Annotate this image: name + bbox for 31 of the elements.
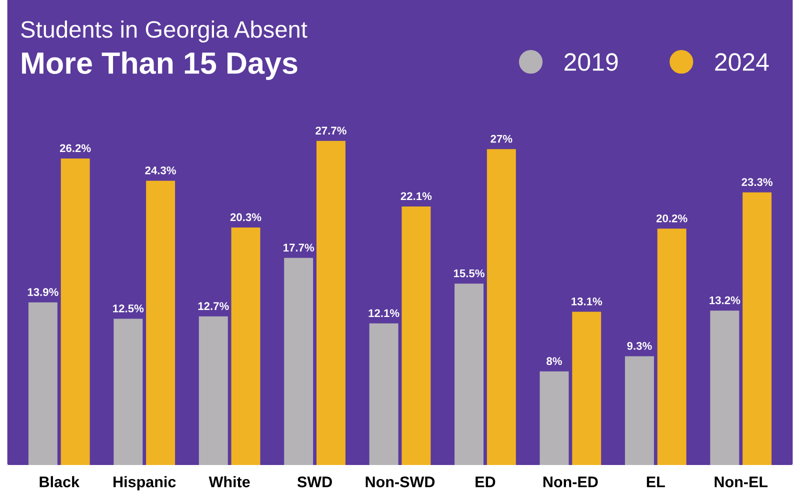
chart-subtitle: More Than 15 Days xyxy=(22,52,298,80)
data-label: 8% xyxy=(546,357,562,366)
data-label: 24.3% xyxy=(145,166,176,174)
x-tick-label: Non-ED xyxy=(543,476,598,488)
x-tick-label: Hispanic xyxy=(114,476,176,490)
x-tick-label: Non-SWD xyxy=(366,476,435,488)
data-label: 20.3% xyxy=(230,213,262,222)
chart-title: Students in Georgia Absent xyxy=(21,20,308,42)
x-tick-label: EL xyxy=(646,476,665,488)
x-tick-label: Non-EL xyxy=(714,476,768,488)
data-label: 13.1% xyxy=(572,298,602,306)
data-label: 9.3% xyxy=(627,342,652,350)
data-label: 12.7% xyxy=(198,302,229,310)
data-label: 13.9% xyxy=(28,288,58,296)
data-label: 12.1% xyxy=(368,309,400,318)
data-label: 27% xyxy=(490,134,512,143)
x-tick-label: SWD xyxy=(297,476,332,488)
x-tick-label: Black xyxy=(40,476,80,488)
data-label: 13.2% xyxy=(710,296,740,304)
data-label: 22.1% xyxy=(400,192,432,200)
legend-label: 2019 xyxy=(564,53,618,71)
data-label: 12.5% xyxy=(113,304,144,312)
data-label: 26.2% xyxy=(60,144,91,152)
data-label: 23.3% xyxy=(742,178,773,186)
data-label: 20.2% xyxy=(656,214,688,222)
data-label: 17.7% xyxy=(284,244,314,252)
x-tick-label: ED xyxy=(476,476,496,488)
data-label: 15.5% xyxy=(454,269,484,278)
legend-label: 2024 xyxy=(715,53,769,71)
data-label: 27.7% xyxy=(316,126,346,135)
x-tick-label: White xyxy=(208,476,250,488)
